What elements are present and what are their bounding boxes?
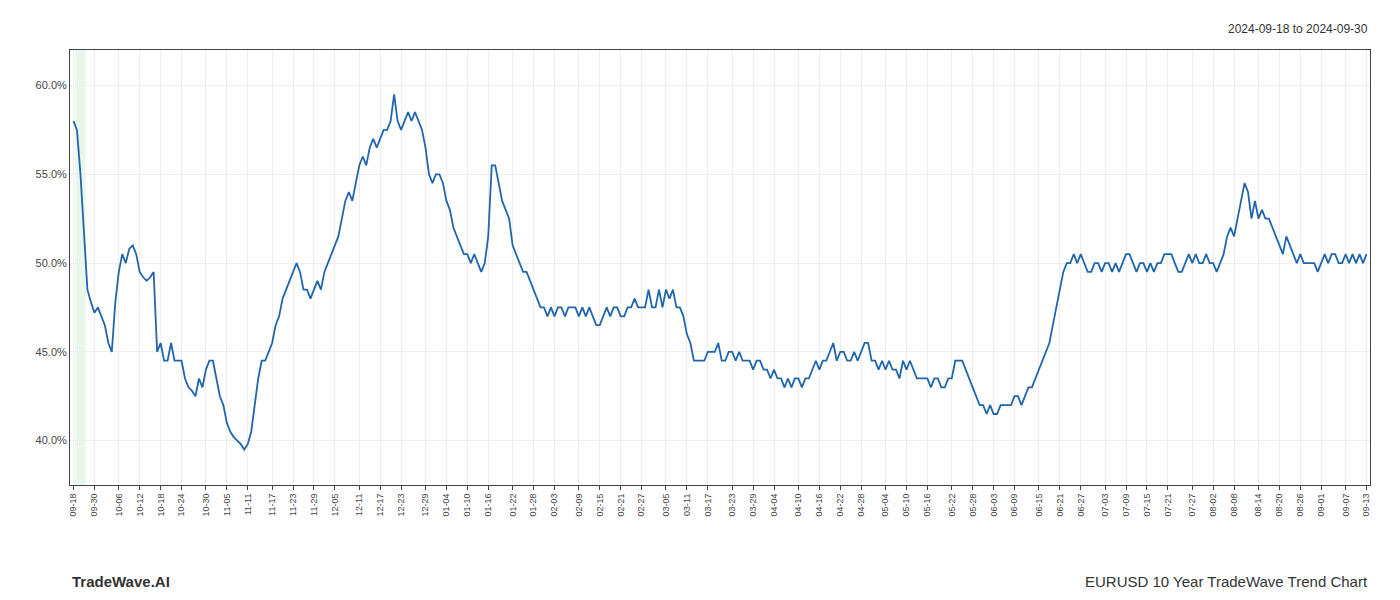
svg-text:04-16: 04-16 bbox=[814, 494, 824, 517]
svg-text:11-05: 11-05 bbox=[222, 494, 232, 516]
svg-text:2024-09-18 to 2024-09-30: 2024-09-18 to 2024-09-30 bbox=[1228, 22, 1368, 36]
svg-text:05-22: 05-22 bbox=[947, 494, 957, 517]
svg-text:EURUSD 10 Year TradeWave Trend: EURUSD 10 Year TradeWave Trend Chart bbox=[1085, 573, 1368, 590]
svg-text:50.0%: 50.0% bbox=[36, 257, 67, 269]
svg-text:09-30: 09-30 bbox=[89, 494, 99, 517]
svg-text:04-28: 04-28 bbox=[856, 494, 866, 517]
svg-text:10-30: 10-30 bbox=[201, 494, 211, 517]
svg-text:06-27: 06-27 bbox=[1076, 494, 1086, 517]
svg-text:09-18: 09-18 bbox=[68, 494, 78, 517]
svg-text:01-10: 01-10 bbox=[462, 494, 472, 517]
svg-text:02-21: 02-21 bbox=[616, 494, 626, 517]
svg-text:05-28: 05-28 bbox=[968, 494, 978, 517]
svg-text:07-03: 07-03 bbox=[1100, 494, 1110, 517]
svg-text:11-23: 11-23 bbox=[288, 494, 298, 516]
svg-text:02-09: 02-09 bbox=[574, 494, 584, 517]
svg-text:12-29: 12-29 bbox=[420, 494, 430, 517]
svg-text:06-03: 06-03 bbox=[989, 494, 999, 517]
svg-text:04-04: 04-04 bbox=[769, 494, 779, 517]
svg-text:05-10: 05-10 bbox=[901, 494, 911, 517]
svg-text:09-07: 09-07 bbox=[1341, 494, 1351, 517]
svg-text:09-13: 09-13 bbox=[1361, 494, 1371, 517]
svg-text:45.0%: 45.0% bbox=[36, 346, 67, 358]
svg-text:02-15: 02-15 bbox=[595, 494, 605, 517]
svg-text:10-18: 10-18 bbox=[156, 494, 166, 517]
svg-text:07-27: 07-27 bbox=[1187, 494, 1197, 517]
svg-text:01-16: 01-16 bbox=[483, 494, 493, 517]
svg-text:01-22: 01-22 bbox=[508, 494, 518, 517]
svg-text:09-01: 09-01 bbox=[1316, 494, 1326, 517]
svg-text:60.0%: 60.0% bbox=[36, 79, 67, 91]
svg-text:06-15: 06-15 bbox=[1034, 494, 1044, 517]
svg-text:05-16: 05-16 bbox=[922, 494, 932, 517]
svg-text:55.0%: 55.0% bbox=[36, 168, 67, 180]
svg-text:06-09: 06-09 bbox=[1009, 494, 1019, 517]
svg-text:10-24: 10-24 bbox=[176, 494, 186, 517]
svg-text:01-28: 01-28 bbox=[528, 494, 538, 517]
svg-text:40.0%: 40.0% bbox=[36, 434, 67, 446]
svg-text:12-17: 12-17 bbox=[375, 494, 385, 517]
svg-text:04-22: 04-22 bbox=[835, 494, 845, 517]
svg-text:03-11: 03-11 bbox=[682, 494, 692, 516]
svg-text:TradeWave.AI: TradeWave.AI bbox=[72, 573, 170, 590]
svg-text:12-11: 12-11 bbox=[354, 494, 364, 516]
svg-text:11-17: 11-17 bbox=[267, 494, 277, 516]
svg-text:08-14: 08-14 bbox=[1253, 494, 1263, 517]
svg-text:11-29: 11-29 bbox=[309, 494, 319, 516]
svg-text:02-27: 02-27 bbox=[637, 494, 647, 517]
svg-text:07-15: 07-15 bbox=[1142, 494, 1152, 517]
svg-text:08-02: 08-02 bbox=[1208, 494, 1218, 517]
svg-text:08-20: 08-20 bbox=[1274, 494, 1284, 517]
svg-text:06-21: 06-21 bbox=[1055, 494, 1065, 517]
svg-text:02-03: 02-03 bbox=[549, 494, 559, 517]
svg-text:03-23: 03-23 bbox=[727, 494, 737, 517]
svg-text:12-23: 12-23 bbox=[396, 494, 406, 517]
svg-text:11-11: 11-11 bbox=[243, 494, 253, 516]
svg-text:07-09: 07-09 bbox=[1121, 494, 1131, 517]
svg-text:10-12: 10-12 bbox=[135, 494, 145, 517]
svg-text:04-10: 04-10 bbox=[793, 494, 803, 517]
svg-text:10-06: 10-06 bbox=[114, 494, 124, 517]
svg-text:07-21: 07-21 bbox=[1163, 494, 1173, 517]
svg-text:05-04: 05-04 bbox=[880, 494, 890, 517]
svg-text:03-29: 03-29 bbox=[748, 494, 758, 517]
svg-text:03-05: 03-05 bbox=[661, 494, 671, 517]
svg-text:08-26: 08-26 bbox=[1295, 494, 1305, 517]
svg-text:03-17: 03-17 bbox=[703, 494, 713, 517]
svg-text:08-08: 08-08 bbox=[1229, 494, 1239, 517]
svg-text:12-05: 12-05 bbox=[330, 494, 340, 517]
svg-text:01-04: 01-04 bbox=[441, 494, 451, 517]
